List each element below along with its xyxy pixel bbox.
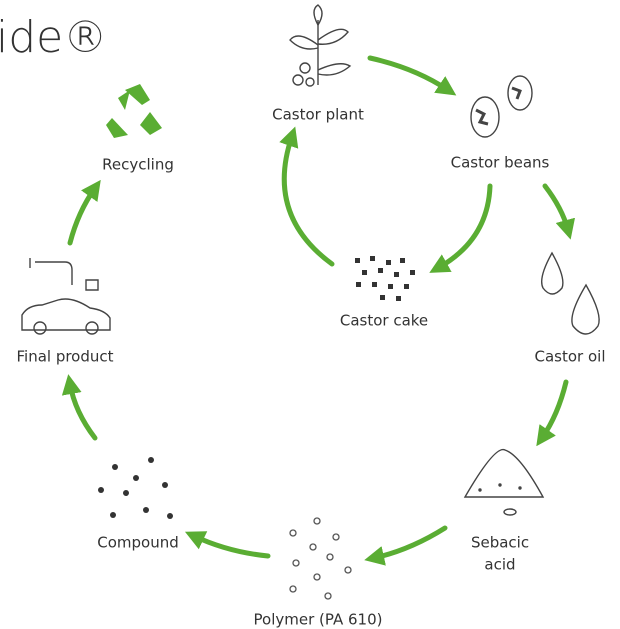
node-label: Compound	[97, 534, 179, 552]
beans-icon	[471, 76, 532, 137]
cycle-diagram: ide®	[0, 0, 620, 629]
arrow	[370, 58, 448, 90]
node-label: acid	[484, 556, 515, 574]
arrow	[374, 528, 445, 558]
node-label: Recycling	[102, 156, 174, 174]
arrow	[284, 136, 332, 264]
recycling-icon	[106, 84, 162, 138]
title: ide®	[0, 12, 107, 63]
arrow	[194, 536, 268, 556]
arrow	[70, 384, 95, 438]
node-label: Final product	[16, 348, 113, 366]
compound-icon	[98, 457, 173, 519]
node-label: Sebacic	[471, 534, 529, 552]
plant-icon	[290, 5, 350, 86]
page: {"title": "ide®", "nodes": [ {"label": "…	[0, 0, 620, 629]
node-label: Castor plant	[272, 106, 364, 124]
node-label: Castor oil	[535, 348, 606, 366]
final-product-icon	[22, 258, 110, 334]
node-label: Polymer (PA 610)	[254, 611, 383, 629]
node-label: Castor beans	[451, 154, 550, 172]
node-label: Castor cake	[340, 312, 428, 330]
arrow	[545, 186, 568, 230]
arrow	[542, 382, 566, 438]
polymer-icon	[290, 518, 351, 599]
arrow	[438, 186, 490, 268]
sebacic-icon	[465, 450, 543, 515]
oil-icon	[542, 253, 599, 334]
cake-icon	[355, 256, 415, 301]
arrow	[70, 188, 95, 243]
